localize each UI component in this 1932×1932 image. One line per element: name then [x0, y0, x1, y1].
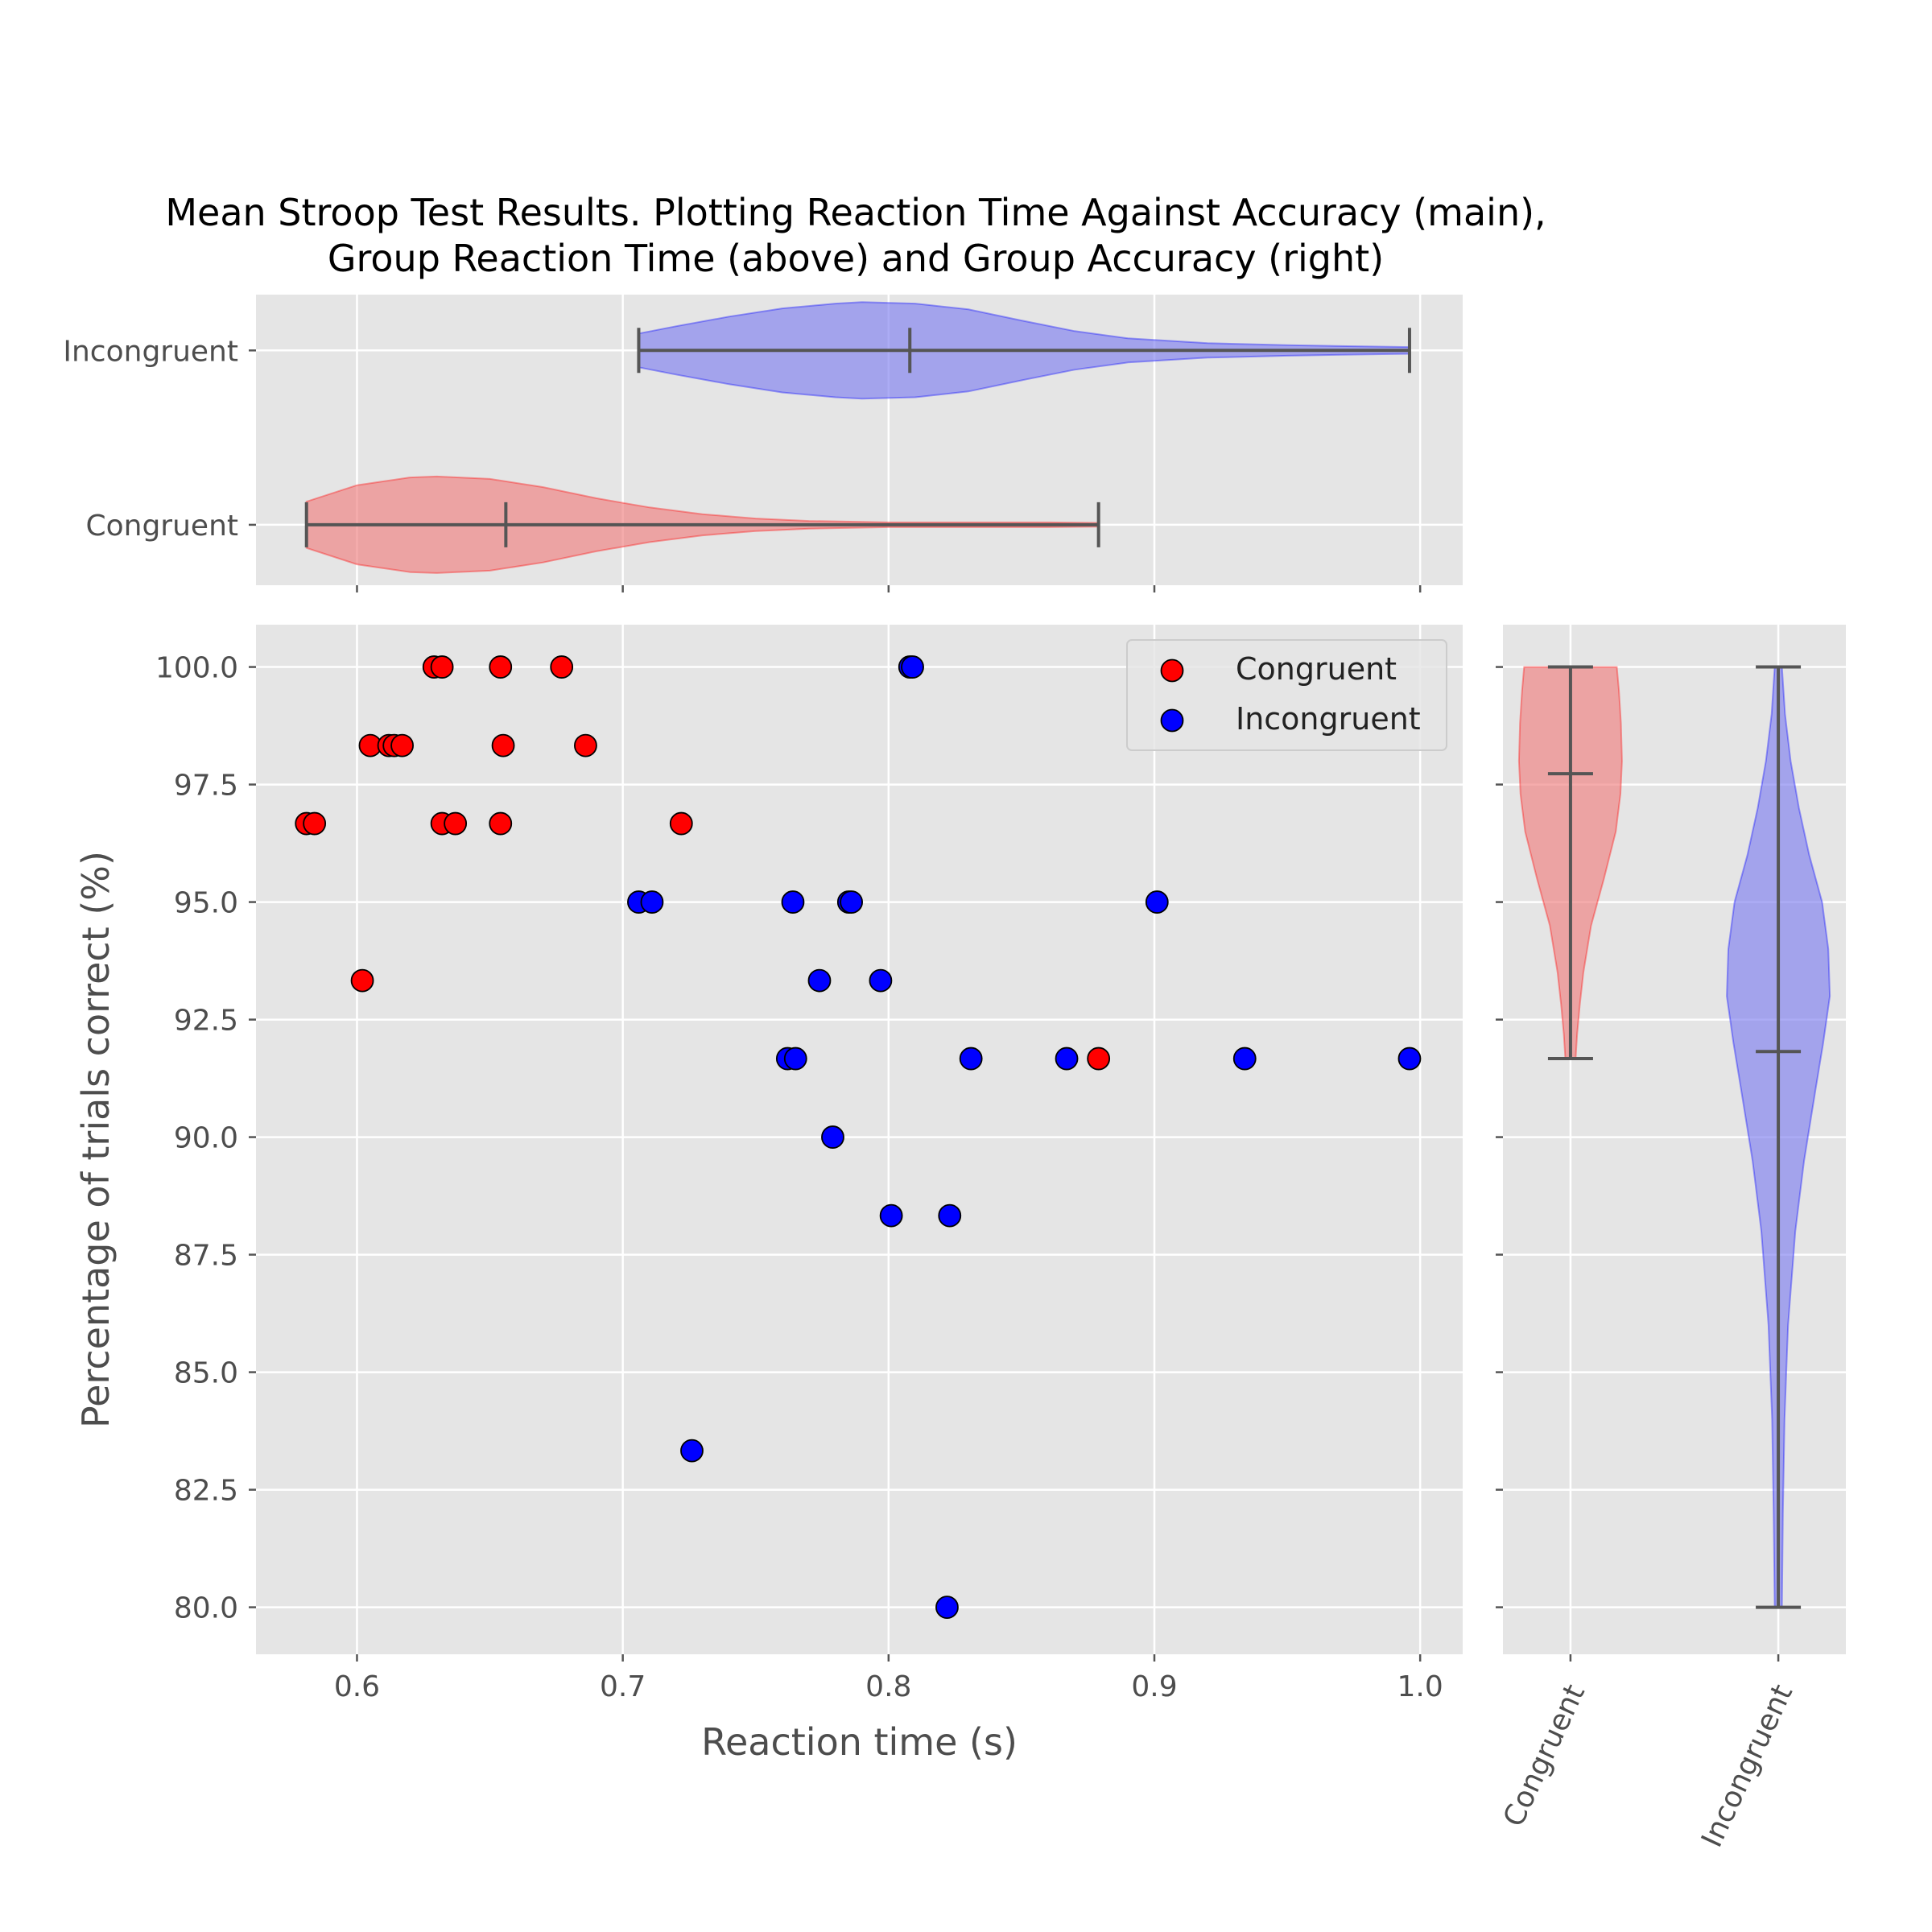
scatter-point-incongruent — [680, 1439, 704, 1463]
x-tick-label: 0.9 — [1131, 1670, 1177, 1703]
scatter-point-incongruent — [640, 890, 664, 914]
y-tick-label: 100.0 — [155, 652, 238, 685]
scatter-point-incongruent — [1145, 890, 1169, 914]
right-x-tick-label: Congruent — [1497, 1679, 1591, 1831]
x-tick-label: 0.8 — [865, 1670, 911, 1703]
scatter-point-incongruent — [879, 1203, 903, 1228]
main-scatter-panel: 0.6 0.7 0.8 0.9 1.0 80.0 82.5 85.0 87.5 90.0 92.5 9… — [74, 625, 1463, 1764]
chart-title-line-2: Group Reaction Time (above) and Group Ac… — [328, 237, 1384, 280]
scatter-point-incongruent — [840, 890, 863, 914]
main-panel-background — [256, 625, 1463, 1654]
legend-marker-congruent — [1160, 658, 1184, 683]
legend-label-incongruent: Incongruent — [1236, 701, 1421, 737]
legend-label-congruent: Congruent — [1236, 651, 1397, 687]
scatter-point-incongruent — [1055, 1046, 1079, 1071]
top-violin-panel: Congruent Incongruent — [63, 295, 1463, 592]
scatter-point-congruent — [489, 811, 513, 836]
legend: Congruent Incongruent — [1126, 639, 1447, 751]
scatter-point-congruent — [669, 811, 693, 836]
scatter-point-congruent — [550, 655, 574, 679]
x-tick-label: 0.6 — [334, 1670, 380, 1703]
top-y-tick-label: Congruent — [85, 510, 238, 543]
scatter-point-congruent — [390, 733, 414, 758]
scatter-point-incongruent — [821, 1125, 844, 1149]
y-tick-label: 97.5 — [174, 770, 238, 803]
scatter-point-congruent — [1087, 1046, 1111, 1071]
scatter-point-congruent — [574, 733, 597, 758]
scatter-point-incongruent — [783, 1046, 807, 1071]
scatter-point-congruent — [444, 811, 468, 836]
top-y-tick-label: Incongruent — [63, 335, 238, 368]
scatter-point-incongruent — [938, 1203, 962, 1228]
x-tick-label: 0.7 — [600, 1670, 646, 1703]
scatter-point-congruent — [489, 655, 513, 679]
legend-marker-incongruent — [1160, 708, 1184, 733]
scatter-point-incongruent — [869, 968, 893, 993]
scatter-point-congruent — [350, 968, 374, 993]
scatter-point-congruent — [430, 655, 454, 679]
y-tick-label: 92.5 — [174, 1005, 238, 1038]
scatter-point-incongruent — [935, 1596, 959, 1619]
y-tick-label: 82.5 — [174, 1475, 238, 1508]
scatter-point-incongruent — [807, 968, 832, 993]
scatter-point-incongruent — [1232, 1046, 1257, 1071]
y-axis-label: Percentage of trials correct (%) — [74, 851, 118, 1428]
chart-title-line-1: Mean Stroop Test Results. Plotting React… — [165, 191, 1546, 234]
scatter-point-congruent — [491, 733, 515, 758]
scatter-point-incongruent — [959, 1046, 983, 1071]
right-violin-panel: Congruent Incongruent — [1496, 625, 1846, 1852]
right-x-tick-label: Incongruent — [1695, 1679, 1799, 1852]
x-tick-label: 1.0 — [1397, 1670, 1443, 1703]
y-tick-label: 90.0 — [174, 1122, 238, 1155]
y-tick-label: 80.0 — [174, 1592, 238, 1625]
y-tick-label: 87.5 — [174, 1240, 238, 1273]
y-tick-label: 95.0 — [174, 887, 238, 920]
y-tick-label: 85.0 — [174, 1357, 238, 1390]
legend-box — [1126, 639, 1447, 751]
scatter-point-incongruent — [1397, 1046, 1422, 1071]
scatter-point-incongruent — [781, 890, 805, 914]
scatter-point-congruent — [303, 811, 327, 836]
scatter-point-incongruent — [901, 655, 924, 679]
x-axis-label: Reaction time (s) — [701, 1720, 1018, 1764]
